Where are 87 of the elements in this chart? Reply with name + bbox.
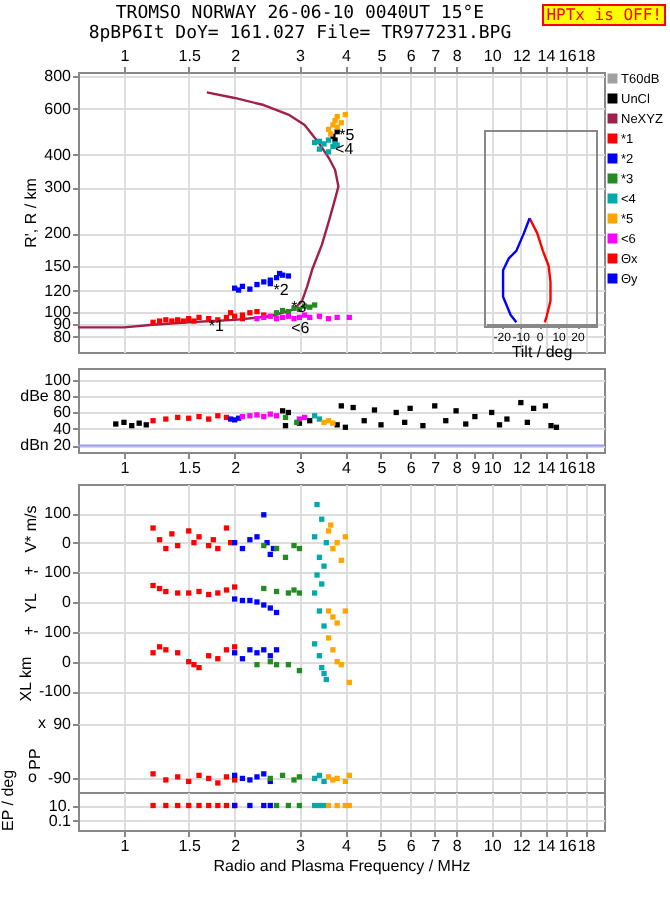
y-tick-label: 150 <box>44 256 73 275</box>
y-tick-label: 60 <box>53 403 73 422</box>
text: HPTx is OFF! <box>542 4 666 26</box>
y-tick-label: 100 <box>44 563 73 581</box>
x-tick-label: 4 <box>341 837 352 855</box>
y-tick-label: dBn 20 <box>20 436 73 455</box>
x-tick-label: 3 <box>295 47 306 65</box>
x-tick-label: 12 <box>512 837 532 855</box>
x-tick-label: 14 <box>537 459 557 477</box>
x-tick-label: 1 <box>120 459 131 477</box>
y-tick-label: dBe 80 <box>20 387 73 405</box>
y-tick-label: 0 <box>62 533 73 552</box>
y-tick-label: 10. <box>48 796 71 815</box>
x-tick-label: 5 <box>377 47 388 65</box>
y-axis-title: PP <box>25 748 44 770</box>
x2-axis-title: Tilt / deg <box>511 343 573 361</box>
y-axis-title: V* m/s <box>22 505 41 553</box>
annotation: <6 <box>291 318 311 337</box>
y-tick-label: 300 <box>44 178 73 197</box>
x-tick-label: 1.5 <box>178 837 202 855</box>
x-tick-label: 10 <box>483 837 503 855</box>
x-tick-label: 5 <box>377 459 388 477</box>
x-tick-label: 8 <box>452 47 463 65</box>
y-tick-label: 80 <box>53 327 73 346</box>
x-tick-label: 6 <box>406 459 417 477</box>
x-tick-label: 14 <box>537 837 557 855</box>
x-tick-label: 7 <box>431 459 442 477</box>
text: x <box>38 714 46 734</box>
x-tick-label: 2 <box>231 837 242 855</box>
y-tick-label: 100 <box>44 504 73 523</box>
x-tick-label: 2 <box>231 47 242 65</box>
y-tick-label: 400 <box>44 145 73 164</box>
y-tick-label: 0.1 <box>48 811 73 830</box>
x-tick-label: 2 <box>231 459 242 477</box>
y-tick-label: 0 <box>62 593 73 611</box>
y-tick-label: -90 <box>47 769 73 788</box>
chart-subtitle: 8pBP6It DoY= 161.027 File= TR977231.BPG <box>86 24 514 44</box>
x-tick-label: 1 <box>120 837 131 855</box>
x-tick-label: 4 <box>341 459 352 477</box>
x-tick-label: 4 <box>341 47 352 65</box>
chart-title: TROMSO NORWAY 26-06-10 0040UT 15°E <box>115 4 485 24</box>
x-tick-label: 1.5 <box>178 47 202 65</box>
y-axis-title: XL km <box>16 655 35 702</box>
x-tick-label: 9 <box>471 459 482 477</box>
x-tick-label: 18 <box>577 459 597 477</box>
text: +- <box>24 622 39 642</box>
y-axis-title: YL <box>22 592 41 613</box>
annotation: <4 <box>335 140 355 159</box>
text: +- <box>24 562 39 582</box>
x-tick-label: 10 <box>483 47 503 65</box>
y-tick-label: 200 <box>44 224 73 243</box>
x-tick-label: 18 <box>577 837 597 855</box>
x-tick-label: 6 <box>406 837 417 855</box>
annotation: *1 <box>208 317 225 336</box>
x-tick-label: 12 <box>512 47 532 65</box>
x-tick-label: 3 <box>295 459 306 477</box>
y-tick-label: 100 <box>44 623 73 641</box>
x-tick-label: 1.5 <box>178 459 202 477</box>
text: o <box>28 768 37 788</box>
y-tick-label: 600 <box>44 99 73 118</box>
x-tick-label: 14 <box>537 47 557 65</box>
annotation: *5 <box>339 126 356 145</box>
x-tick-label: 1 <box>120 47 131 65</box>
y-axis-title: EP / deg <box>0 769 17 831</box>
x-tick-label: 18 <box>577 47 597 65</box>
y-tick-label: 90 <box>53 715 73 733</box>
x-tick-label: 16 <box>558 47 578 65</box>
x-tick-label: 7 <box>431 47 442 65</box>
x-tick-label: 8 <box>452 459 463 477</box>
x-tick-label: 6 <box>406 47 417 65</box>
y-tick-label: 100 <box>44 370 73 389</box>
x-tick-label: 16 <box>558 837 578 855</box>
x-tick-label: 16 <box>558 459 578 477</box>
y-tick-label: 0 <box>62 652 73 671</box>
x-tick-label: 5 <box>377 837 388 855</box>
y-axis-title: R', R / km <box>22 177 41 248</box>
y-tick-label: 800 <box>44 67 73 86</box>
x-tick-label: 8 <box>452 837 463 855</box>
y-tick-label: -100 <box>38 682 73 701</box>
x-tick-label: 10 <box>483 459 503 477</box>
x-tick-label: 3 <box>295 837 306 855</box>
x-axis-title: Radio and Plasma Frequency / MHz <box>213 857 471 875</box>
y-tick-label: 120 <box>44 281 73 300</box>
y-tick-label: 40 <box>53 419 73 438</box>
annotation: *2 <box>273 280 290 299</box>
x-tick-label: 7 <box>431 837 442 855</box>
x-tick-label: 12 <box>512 459 532 477</box>
